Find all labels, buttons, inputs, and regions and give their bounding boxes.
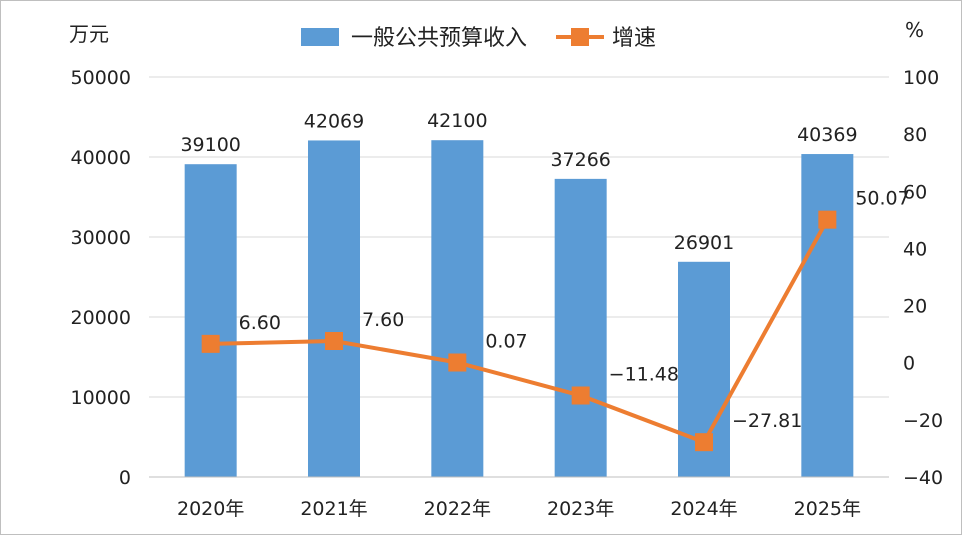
y-left-tick-label: 0 bbox=[119, 467, 131, 489]
line-marker bbox=[571, 386, 590, 405]
y-right-tick-label: 40 bbox=[903, 238, 927, 260]
bar-value-label: 42069 bbox=[304, 110, 364, 132]
legend-label-bar: 一般公共预算收入 bbox=[351, 26, 527, 51]
y-left-unit: 万元 bbox=[69, 22, 109, 46]
y-right-tick-label: 80 bbox=[903, 124, 927, 146]
y-right-tick-label: −40 bbox=[903, 467, 943, 489]
line-series bbox=[201, 210, 837, 452]
line-value-label: −27.81 bbox=[732, 410, 802, 432]
line-value-label: 7.60 bbox=[362, 309, 404, 331]
y-left-tick-label: 10000 bbox=[71, 387, 131, 409]
y-right-tick-label: 0 bbox=[903, 353, 915, 375]
axes: 0 10000 20000 30000 40000 50000 −40 −20 0 20 40 60 8… bbox=[69, 18, 943, 520]
x-tick-label: 2021年 bbox=[300, 498, 367, 520]
x-tick-label: 2025年 bbox=[794, 498, 861, 520]
x-tick-label: 2022年 bbox=[424, 498, 491, 520]
bar bbox=[308, 140, 360, 477]
y-right-tick-label: 20 bbox=[903, 296, 927, 318]
bar bbox=[801, 154, 854, 477]
x-tick-label: 2023年 bbox=[547, 498, 614, 520]
line-value-label: 50.07 bbox=[855, 188, 909, 210]
bar-value-label: 40369 bbox=[797, 124, 857, 146]
y-left-tick-label: 40000 bbox=[71, 147, 131, 169]
line-marker bbox=[325, 332, 343, 350]
y-left-tick-label: 50000 bbox=[71, 67, 131, 89]
bar-value-label: 42100 bbox=[427, 110, 487, 132]
legend: 一般公共预算收入 增速 bbox=[301, 26, 656, 51]
bar-data-labels: 39100 42069 42100 37266 26901 40369 bbox=[180, 110, 857, 254]
y-right-tick-label: 100 bbox=[903, 67, 939, 89]
bar-value-label: 39100 bbox=[180, 134, 240, 156]
x-tick-label: 2020年 bbox=[177, 498, 244, 520]
x-tick-label: 2024年 bbox=[670, 498, 737, 520]
bar bbox=[431, 140, 484, 477]
line-value-label: −11.48 bbox=[609, 364, 679, 386]
bar bbox=[554, 178, 607, 477]
bar-value-label: 37266 bbox=[550, 149, 610, 171]
bar bbox=[184, 164, 237, 477]
line-marker bbox=[818, 210, 837, 229]
growth-line bbox=[210, 218, 830, 445]
line-marker bbox=[448, 353, 467, 372]
y-left-tick-label: 30000 bbox=[71, 227, 131, 249]
legend-label-line: 增速 bbox=[612, 26, 656, 51]
bar-value-label: 26901 bbox=[674, 232, 734, 254]
legend-swatch-bar bbox=[301, 28, 339, 46]
legend-marker bbox=[571, 28, 589, 46]
y-right-tick-label: 60 bbox=[903, 181, 927, 203]
y-left-tick-label: 20000 bbox=[71, 307, 131, 329]
line-marker bbox=[201, 334, 220, 353]
y-right-unit: % bbox=[905, 18, 924, 42]
line-value-label: 6.60 bbox=[239, 312, 281, 334]
line-value-label: 0.07 bbox=[485, 331, 527, 353]
y-right-tick-label: −20 bbox=[903, 410, 943, 432]
line-marker bbox=[695, 433, 713, 452]
bar-series bbox=[184, 140, 854, 477]
line-data-labels: 6.60 7.60 0.07 −11.48 −27.81 50.07 bbox=[239, 188, 910, 433]
